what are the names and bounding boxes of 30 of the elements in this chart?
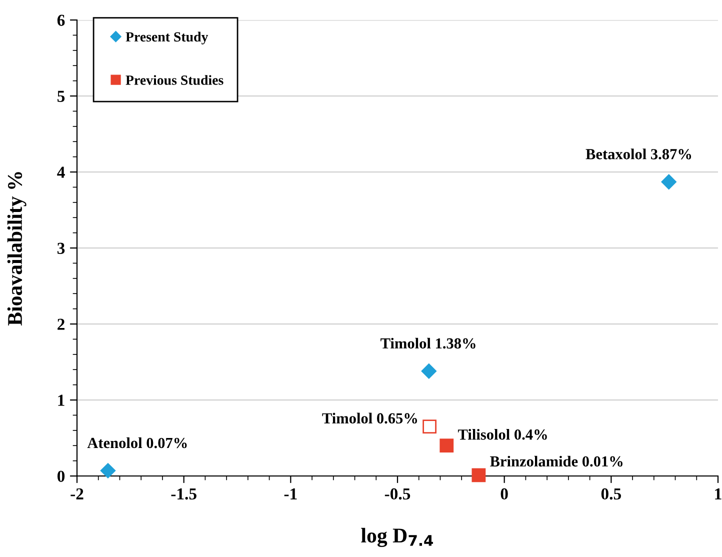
point [472,468,486,482]
annotation: Timolol 1.38% [380,338,476,349]
point [100,463,116,478]
point [440,438,454,453]
x-tick-label: -0.5 [384,488,410,500]
y-tick-label: 6 [57,14,65,26]
y-tick-label: 5 [58,90,65,102]
y-tick-label: 4 [57,166,65,178]
x-tick-label: 1 [715,488,722,500]
annotation: Brinzolamide 0.01% [490,456,622,467]
x-tick-label: 0 [500,488,508,500]
y-axis-title: Bioavailability % [7,172,26,326]
x-tick-label: 0.5 [601,488,621,500]
x-tick-label: -1.5 [171,488,196,500]
x-tick-label: -2 [70,488,84,500]
annotation: Tilisolol 0.4% [458,428,547,440]
y-tick-label: 1 [58,394,64,406]
point [422,420,436,434]
y-tick-label: 2 [58,318,64,330]
y-tick-label: 3 [57,242,65,254]
point [661,174,676,190]
x-axis-title: log D$_{7.4}$ [361,528,433,547]
y-tick-label: 0 [57,470,65,482]
legend-label: Present Study [126,32,208,44]
annotation: Atenolol 0.07% [87,437,187,448]
annotation: Betaxolol 3.87% [586,148,692,160]
point [421,364,436,379]
x-tick-label: -1 [284,488,297,500]
legend-label: Previous Studies [126,75,224,85]
annotation: Timolol 0.65% [322,412,418,424]
